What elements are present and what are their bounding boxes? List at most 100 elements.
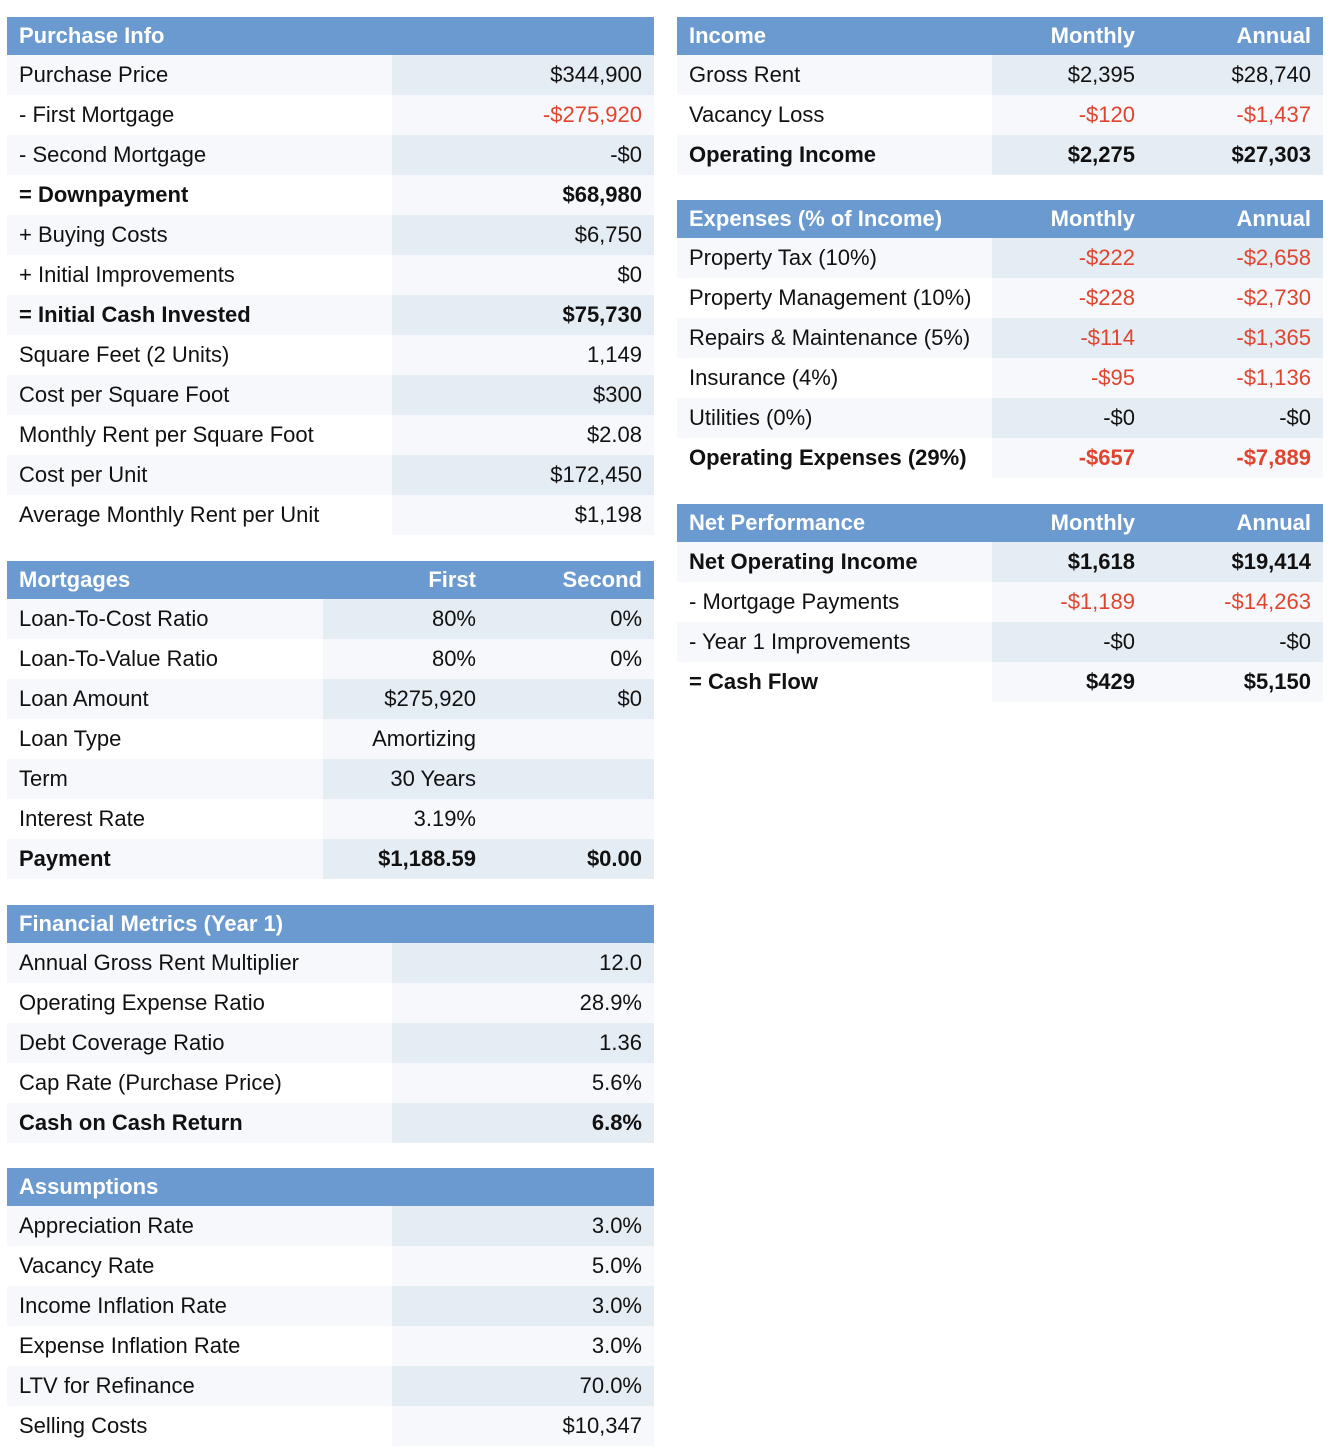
row-label: = Initial Cash Invested <box>7 295 392 335</box>
row-label: Net Operating Income <box>677 542 992 582</box>
net-performance-table: Net Performance Monthly Annual Net Operatin… <box>677 504 1323 702</box>
table-row: Loan-To-Value Ratio 80% 0% <box>7 639 654 679</box>
row-label: Gross Rent <box>677 55 992 95</box>
table-row: - Second Mortgage -$0 <box>7 135 654 175</box>
row-value: -$2,730 <box>1147 278 1323 318</box>
row-label: Loan-To-Value Ratio <box>7 639 323 679</box>
table-row: Vacancy Loss -$120 -$1,437 <box>677 95 1323 135</box>
table-row: Insurance (4%) -$95 -$1,136 <box>677 358 1323 398</box>
income-table: Income Monthly Annual Gross Rent $2,395 $28,7… <box>677 17 1323 175</box>
table-row: = Cash Flow $429 $5,150 <box>677 662 1323 702</box>
table-row: Expense Inflation Rate 3.0% <box>7 1326 654 1366</box>
table-row: Selling Costs $10,347 <box>7 1406 654 1446</box>
table-row: Gross Rent $2,395 $28,740 <box>677 55 1323 95</box>
column-header: Monthly <box>992 17 1147 55</box>
row-label: Loan Type <box>7 719 323 759</box>
row-value: 1,149 <box>392 335 654 375</box>
row-value: $2,395 <box>992 55 1147 95</box>
row-label: Utilities (0%) <box>677 398 992 438</box>
row-value: $0 <box>488 679 654 719</box>
row-label: Property Tax (10%) <box>677 238 992 278</box>
row-label: + Initial Improvements <box>7 255 392 295</box>
row-value: 3.19% <box>323 799 488 839</box>
row-value: $28,740 <box>1147 55 1323 95</box>
row-value: 3.0% <box>392 1206 654 1246</box>
row-label: Interest Rate <box>7 799 323 839</box>
row-value: 5.0% <box>392 1246 654 1286</box>
column-header: Monthly <box>992 504 1147 542</box>
table-row: Annual Gross Rent Multiplier 12.0 <box>7 943 654 983</box>
row-value <box>488 719 654 759</box>
table-row: Property Management (10%) -$228 -$2,730 <box>677 278 1323 318</box>
table-row: Operating Expenses (29%) -$657 -$7,889 <box>677 438 1323 478</box>
row-value: -$1,189 <box>992 582 1147 622</box>
row-value: -$0 <box>392 135 654 175</box>
row-value: -$14,263 <box>1147 582 1323 622</box>
row-label: - Mortgage Payments <box>677 582 992 622</box>
section-header: Purchase Info <box>7 17 654 55</box>
financial-metrics-table: Financial Metrics (Year 1) Annual Gross R… <box>7 905 654 1143</box>
section-title: Expenses (% of Income) <box>677 200 992 238</box>
purchase-info-table: Purchase Info Purchase Price $344,900- Fir… <box>7 17 654 535</box>
table-row: Interest Rate 3.19% <box>7 799 654 839</box>
row-label: - First Mortgage <box>7 95 392 135</box>
row-value: -$114 <box>992 318 1147 358</box>
row-value: Amortizing <box>323 719 488 759</box>
row-label: Operating Expense Ratio <box>7 983 392 1023</box>
table-row: Loan Type Amortizing <box>7 719 654 759</box>
row-value: 6.8% <box>392 1103 654 1143</box>
row-value: 80% <box>323 599 488 639</box>
column-header: First <box>323 561 488 599</box>
row-value: $275,920 <box>323 679 488 719</box>
row-label: Property Management (10%) <box>677 278 992 318</box>
row-value: 5.6% <box>392 1063 654 1103</box>
expenses-table: Expenses (% of Income) Monthly Annual Prope… <box>677 200 1323 478</box>
row-value: $172,450 <box>392 455 654 495</box>
row-value: 3.0% <box>392 1286 654 1326</box>
row-value: -$1,365 <box>1147 318 1323 358</box>
row-value: $75,730 <box>392 295 654 335</box>
table-row: Property Tax (10%) -$222 -$2,658 <box>677 238 1323 278</box>
row-label: Payment <box>7 839 323 879</box>
row-value: -$1,136 <box>1147 358 1323 398</box>
table-row: Repairs & Maintenance (5%) -$114 -$1,365 <box>677 318 1323 358</box>
row-label: Monthly Rent per Square Foot <box>7 415 392 455</box>
row-value: $19,414 <box>1147 542 1323 582</box>
row-value: $1,188.59 <box>323 839 488 879</box>
row-value: 30 Years <box>323 759 488 799</box>
section-title: Mortgages <box>7 561 323 599</box>
row-value: -$657 <box>992 438 1147 478</box>
table-row: Appreciation Rate 3.0% <box>7 1206 654 1246</box>
row-value: 80% <box>323 639 488 679</box>
row-label: Operating Expenses (29%) <box>677 438 992 478</box>
row-label: Cash on Cash Return <box>7 1103 392 1143</box>
row-value: $68,980 <box>392 175 654 215</box>
section-title: Income <box>677 17 992 55</box>
row-value: $0 <box>392 255 654 295</box>
section-header: Mortgages First Second <box>7 561 654 599</box>
column-header: Annual <box>1147 200 1323 238</box>
table-row: Loan-To-Cost Ratio 80% 0% <box>7 599 654 639</box>
row-value <box>488 799 654 839</box>
table-row: Square Feet (2 Units) 1,149 <box>7 335 654 375</box>
table-row: - Mortgage Payments -$1,189 -$14,263 <box>677 582 1323 622</box>
row-value: $344,900 <box>392 55 654 95</box>
row-value: -$95 <box>992 358 1147 398</box>
column-header: Annual <box>1147 17 1323 55</box>
section-title: Financial Metrics (Year 1) <box>7 905 392 943</box>
row-label: = Cash Flow <box>677 662 992 702</box>
section-title: Net Performance <box>677 504 992 542</box>
row-label: Purchase Price <box>7 55 392 95</box>
table-row: Cost per Unit $172,450 <box>7 455 654 495</box>
table-row: + Initial Improvements $0 <box>7 255 654 295</box>
column-header: Monthly <box>992 200 1147 238</box>
row-value: $429 <box>992 662 1147 702</box>
row-value: -$1,437 <box>1147 95 1323 135</box>
section-title: Assumptions <box>7 1168 392 1206</box>
row-label: Income Inflation Rate <box>7 1286 392 1326</box>
row-label: Term <box>7 759 323 799</box>
row-value: -$120 <box>992 95 1147 135</box>
table-row: Operating Income $2,275 $27,303 <box>677 135 1323 175</box>
row-label: Debt Coverage Ratio <box>7 1023 392 1063</box>
row-value: 70.0% <box>392 1366 654 1406</box>
